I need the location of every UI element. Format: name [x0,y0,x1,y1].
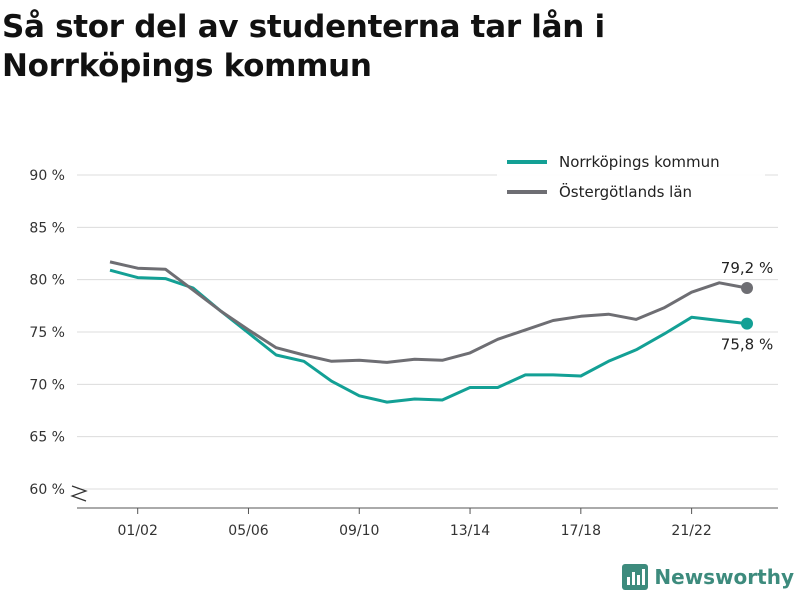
y-tick-label: 90 % [29,168,65,184]
brand-name: Newsworthy [654,565,794,589]
x-tick-label: 21/22 [671,523,711,539]
chart-title: Så stor del av studenterna tar lån i Nor… [2,9,605,84]
x-tick-label: 17/18 [561,523,601,539]
y-tick-label: 85 % [29,220,65,236]
x-tick-label: 13/14 [450,523,490,539]
y-tick-label: 60 % [29,482,65,498]
end-value-label: 79,2 % [721,259,773,277]
x-tick-label: 09/10 [339,523,379,539]
x-tick-label: 05/06 [228,523,268,539]
x-tick-label: 01/02 [118,523,158,539]
end-labels: 75,8 % 79,2 % [721,259,773,354]
y-tick-label: 70 % [29,377,65,393]
legend: Norrköpings kommun Östergötlands län [497,143,765,213]
axis-break-icon [70,485,88,502]
x-axis: 01/02 05/06 09/10 13/14 17/18 21/22 [70,485,778,539]
series-end-point [741,317,753,330]
legend-label: Norrköpings kommun [559,153,720,171]
y-tick-label: 75 % [29,325,65,341]
newsworthy-logo-icon [622,564,649,590]
brand-logo: Newsworthy [622,564,794,590]
y-tick-label: 80 % [29,273,65,289]
y-axis-tick-labels: 60 % 65 % 70 % 75 % 80 % 85 % 90 % [29,168,65,498]
legend-label: Östergötlands län [559,182,692,201]
gridlines [77,174,778,490]
series-line [109,260,748,364]
legend-box [497,143,765,213]
series-end-point [741,282,753,295]
series-line [109,268,748,404]
series-lines [109,260,753,404]
y-tick-label: 65 % [29,430,65,446]
end-value-label: 75,8 % [721,336,773,354]
